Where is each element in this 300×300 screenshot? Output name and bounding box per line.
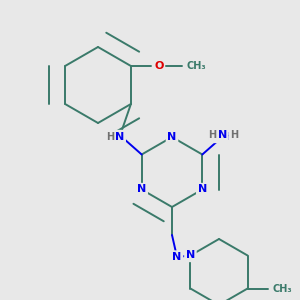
Text: N: N	[198, 184, 207, 194]
Text: H: H	[208, 130, 216, 140]
Text: CH₃: CH₃	[187, 61, 206, 71]
Text: N: N	[137, 184, 146, 194]
Text: O: O	[154, 61, 164, 71]
Text: H: H	[230, 130, 238, 140]
Text: N: N	[186, 250, 195, 260]
Text: H: H	[106, 131, 114, 142]
Text: N: N	[167, 132, 177, 142]
Text: CH₃: CH₃	[273, 284, 292, 293]
Text: NH₂: NH₂	[213, 131, 236, 142]
Text: N: N	[172, 252, 182, 262]
Text: N: N	[115, 131, 124, 142]
Text: N: N	[218, 130, 227, 140]
